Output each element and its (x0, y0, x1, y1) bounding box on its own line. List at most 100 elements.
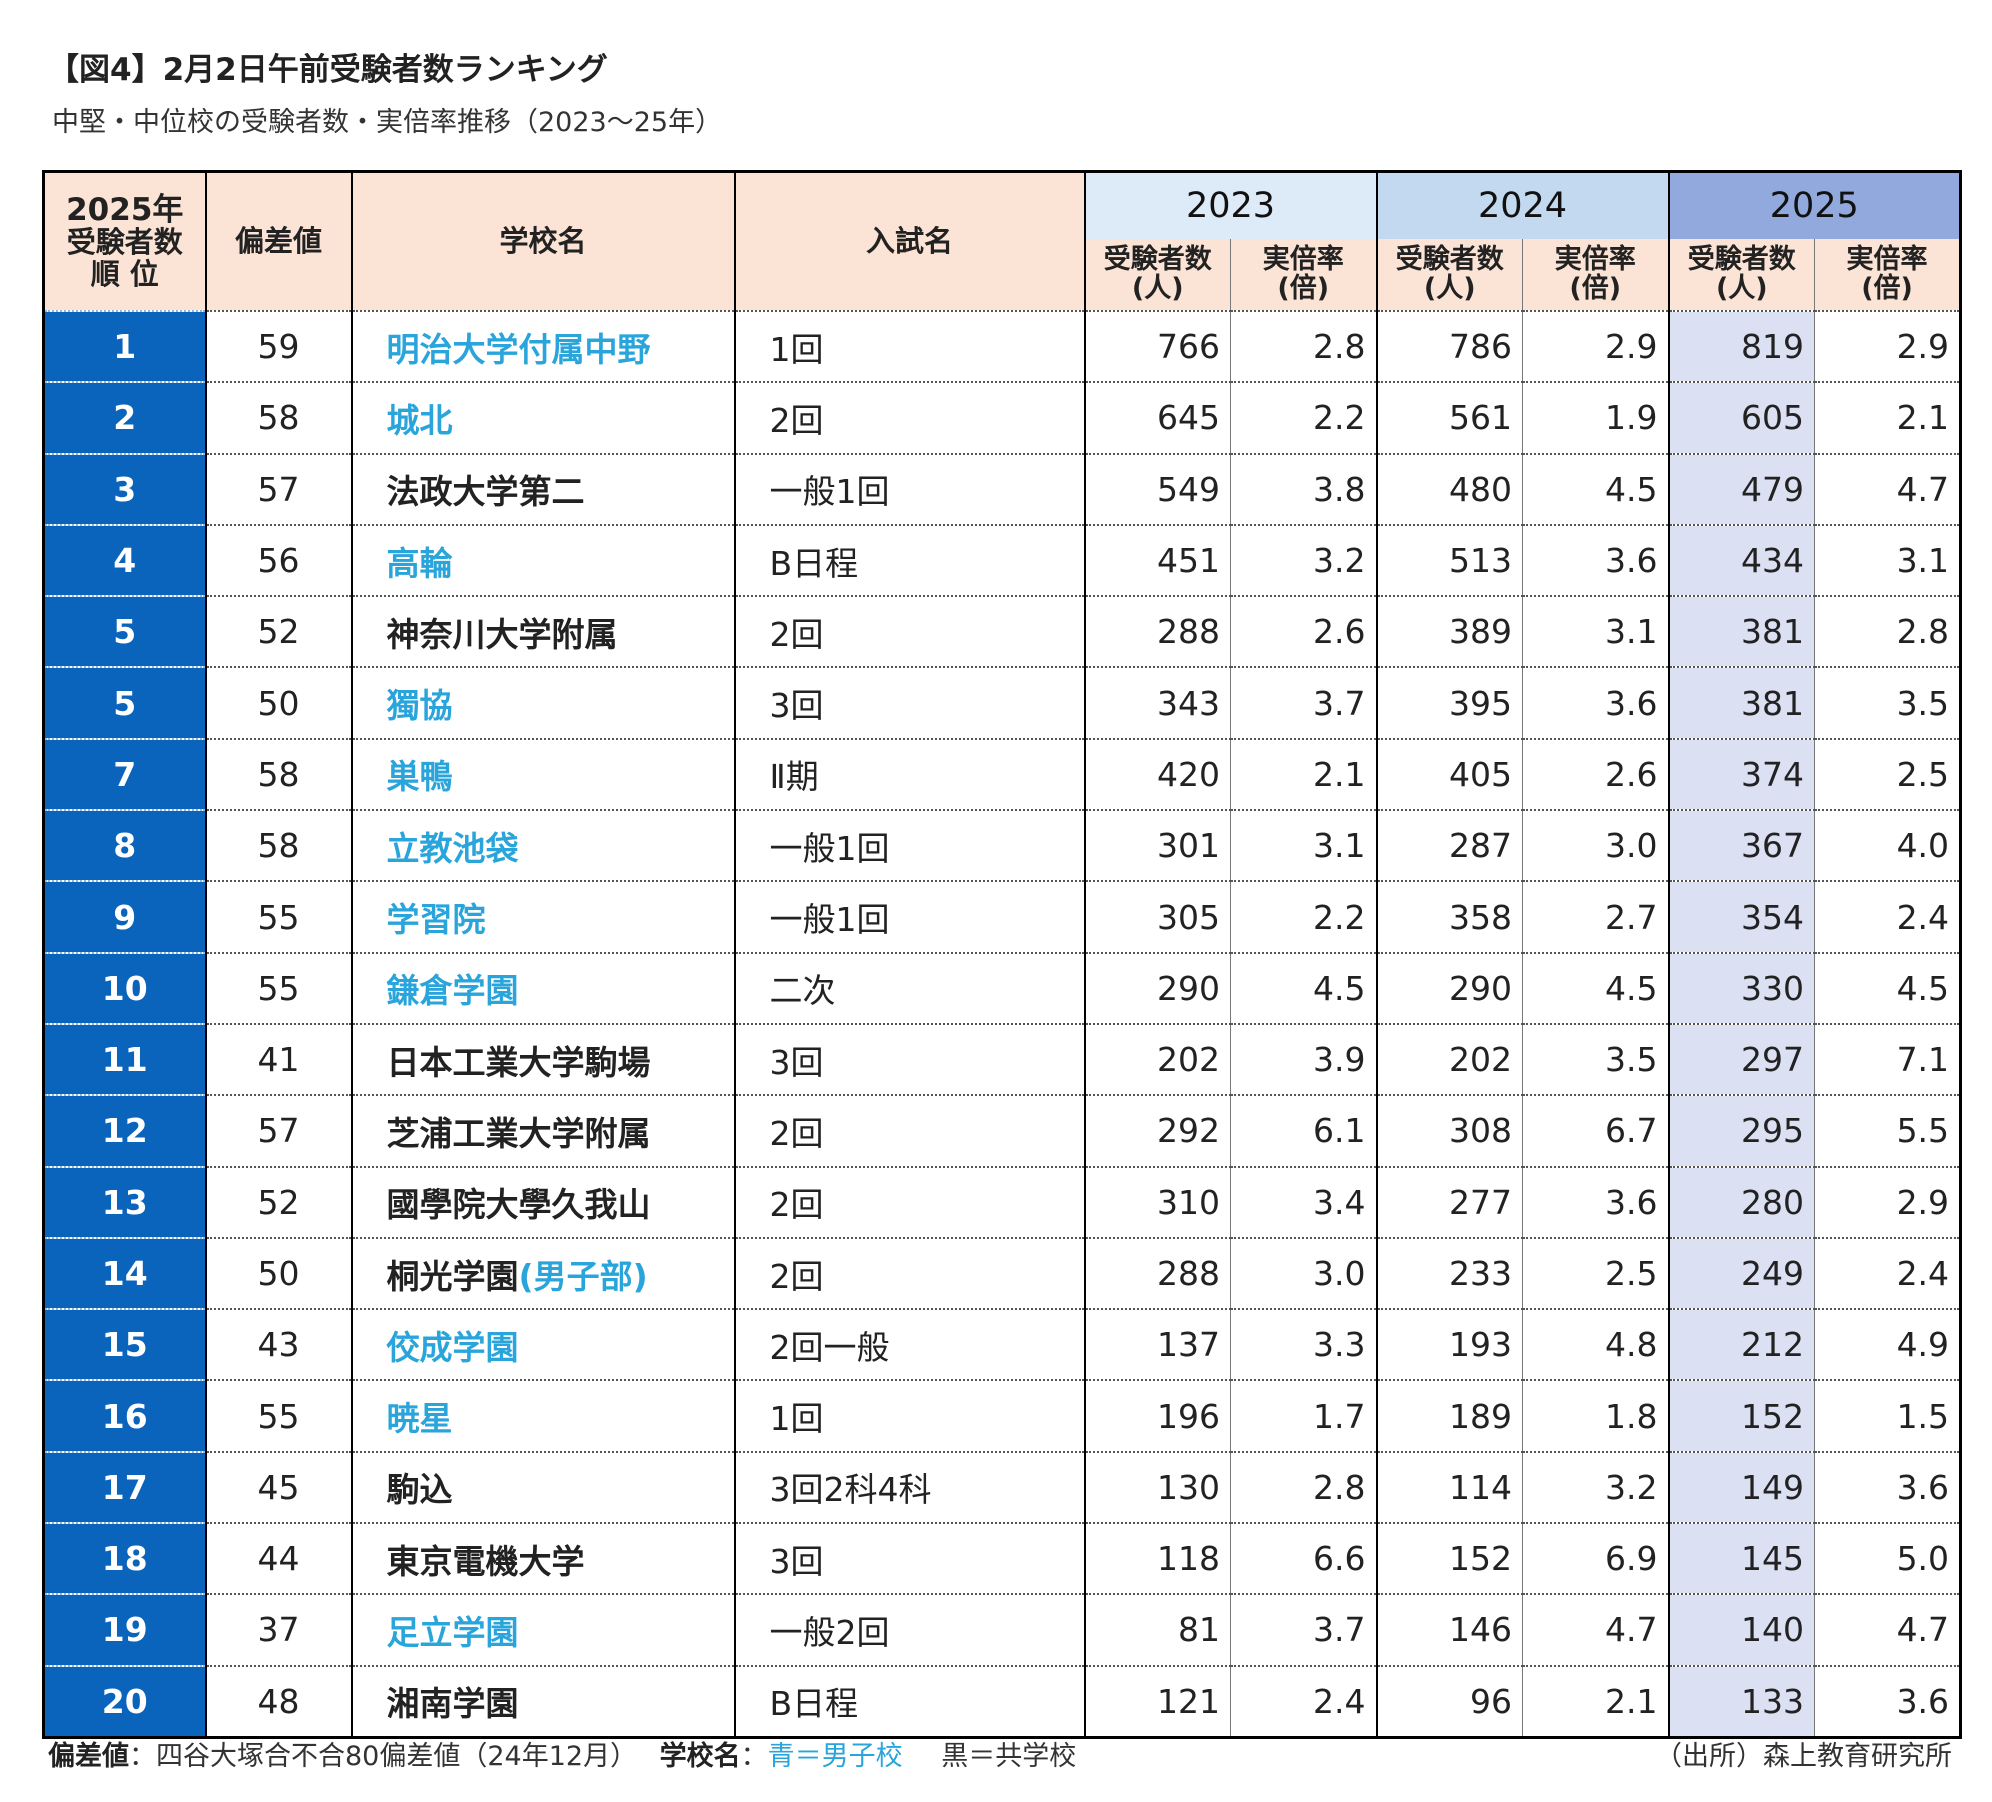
count-2025-cell: 381 (1667, 595, 1815, 668)
table-row: 3 57 法政大学第二 一般1回 549 3.8 480 4.5 479 4.7 (43, 452, 1961, 525)
header-deviation: 偏差値 (204, 171, 353, 311)
count-2025-cell: 280 (1667, 1165, 1815, 1238)
header-count-2025: 受験者数 (人) (1667, 239, 1815, 311)
footer-coed-legend: 黒＝共学校 (941, 1741, 1077, 1772)
rate-2025-cell: 4.7 (1814, 1593, 1961, 1666)
school-name-cell: 巣鴨 (351, 737, 736, 811)
school-name: 國學院大學久我山 (386, 1185, 651, 1225)
school-name: 獨協 (386, 686, 453, 726)
school-name-cell: 明治大学付属中野 (351, 309, 736, 383)
table-row: 11 41 日本工業大学駒場 3回 202 3.9 202 3.5 297 7.1 (43, 1022, 1961, 1096)
count-2023-cell: 301 (1083, 809, 1231, 882)
rate-2023-cell: 6.1 (1229, 1094, 1377, 1167)
rate-2024-cell: 3.6 (1522, 1165, 1669, 1238)
count-2025-cell: 295 (1667, 1094, 1815, 1167)
rank-cell: 5 (43, 595, 207, 668)
exam-name-cell: 2回 (734, 1236, 1086, 1310)
count-2025-cell: 605 (1667, 381, 1815, 454)
rate-2024-cell: 2.6 (1522, 737, 1669, 811)
count-2025-cell: 434 (1667, 523, 1815, 597)
rank-cell: 1 (43, 309, 207, 383)
table-row: 5 52 神奈川大学附属 2回 288 2.6 389 3.1 381 2.8 (43, 595, 1961, 668)
rate-2025-cell: 2.9 (1814, 309, 1961, 383)
count-2023-cell: 305 (1083, 880, 1231, 953)
header-count-label: 受験者数 (1687, 244, 1796, 276)
count-2023-cell: 288 (1083, 1236, 1231, 1310)
count-2024-cell: 786 (1375, 309, 1523, 383)
school-name-cell: 湘南学園 (351, 1664, 736, 1738)
rate-2025-cell: 2.5 (1814, 737, 1961, 811)
count-2025-cell: 367 (1667, 809, 1815, 882)
rate-2025-cell: 4.0 (1814, 809, 1961, 882)
school-name: 足立学園 (386, 1612, 519, 1652)
deviation-cell: 55 (205, 880, 353, 953)
school-name-cell: 城北 (351, 381, 736, 454)
rate-2023-cell: 6.6 (1229, 1522, 1377, 1595)
ranking-table: 2025年 受験者数 順 位 偏差値 学校名 入試名 2023 2024 202… (42, 170, 1963, 1739)
rate-2023-cell: 2.8 (1229, 309, 1377, 383)
exam-name-cell: 2回一般 (734, 1308, 1086, 1381)
rate-2023-cell: 3.7 (1229, 1593, 1377, 1666)
rate-2023-cell: 2.1 (1229, 737, 1377, 811)
count-2024-cell: 202 (1375, 1022, 1523, 1096)
school-name: 日本工業大学駒場 (386, 1042, 651, 1082)
header-rate-2025: 実倍率 (倍) (1814, 239, 1961, 311)
school-name-cell: 法政大学第二 (351, 452, 736, 525)
header-rate-label: 実倍率 (1262, 244, 1344, 276)
count-2024-cell: 114 (1375, 1450, 1523, 1524)
school-name: 高輪 (386, 543, 453, 583)
table-row: 17 45 駒込 3回2科4科 130 2.8 114 3.2 149 3.6 (43, 1450, 1961, 1524)
footer-boys-legend: 青＝男子校 (767, 1741, 903, 1772)
footer-deviation-text: ：四谷大塚合不合80偏差値（24年12月） (129, 1741, 638, 1772)
rate-2025-cell: 3.5 (1814, 666, 1961, 739)
count-2024-cell: 146 (1375, 1593, 1523, 1666)
deviation-cell: 43 (205, 1308, 353, 1381)
count-2025-cell: 140 (1667, 1593, 1815, 1666)
rate-2025-cell: 3.6 (1814, 1450, 1961, 1524)
count-2023-cell: 290 (1083, 951, 1231, 1024)
rate-2025-cell: 4.7 (1814, 452, 1961, 525)
count-2025-cell: 149 (1667, 1450, 1815, 1524)
table-row: 15 43 佼成学園 2回一般 137 3.3 193 4.8 212 4.9 (43, 1308, 1961, 1381)
rank-cell: 12 (43, 1094, 207, 1167)
school-name: 明治大学付属中野 (386, 329, 651, 369)
footer-school-colon: ： (740, 1741, 768, 1772)
rate-2024-cell: 2.9 (1522, 309, 1669, 383)
deviation-cell: 56 (205, 523, 353, 597)
rank-cell: 16 (43, 1379, 207, 1452)
deviation-cell: 41 (205, 1022, 353, 1096)
school-name-cell: 獨協 (351, 666, 736, 739)
school-name-cell: 佼成学園 (351, 1308, 736, 1381)
rate-2023-cell: 3.9 (1229, 1022, 1377, 1096)
school-name: 桐光学園 (386, 1256, 519, 1296)
table-row: 18 44 東京電機大学 3回 118 6.6 152 6.9 145 5.0 (43, 1522, 1961, 1595)
header-rate-2023: 実倍率 (倍) (1229, 239, 1377, 311)
rate-2025-cell: 4.9 (1814, 1308, 1961, 1381)
rank-cell: 10 (43, 951, 207, 1024)
count-2023-cell: 766 (1083, 309, 1231, 383)
rate-2025-cell: 1.5 (1814, 1379, 1961, 1452)
count-2023-cell: 420 (1083, 737, 1231, 811)
figure-title: 【図4】2月2日午前受験者数ランキング (48, 52, 608, 88)
count-2025-cell: 330 (1667, 951, 1815, 1024)
school-name: 佼成学園 (386, 1327, 519, 1367)
count-2023-cell: 121 (1083, 1664, 1231, 1738)
rank-cell: 18 (43, 1522, 207, 1595)
count-2023-cell: 130 (1083, 1450, 1231, 1524)
header-count-unit: (人) (1423, 272, 1476, 304)
count-2025-cell: 354 (1667, 880, 1815, 953)
rate-2025-cell: 2.4 (1814, 880, 1961, 953)
rate-2024-cell: 3.0 (1522, 809, 1669, 882)
rate-2025-cell: 2.9 (1814, 1165, 1961, 1238)
table-row: 16 55 暁星 1回 196 1.7 189 1.8 152 1.5 (43, 1379, 1961, 1452)
footer-deviation-label: 偏差値 (48, 1741, 129, 1772)
school-name-cell: 学習院 (351, 880, 736, 953)
deviation-cell: 50 (205, 666, 353, 739)
count-2025-cell: 479 (1667, 452, 1815, 525)
count-2023-cell: 292 (1083, 1094, 1231, 1167)
exam-name-cell: 2回 (734, 595, 1086, 668)
rate-2025-cell: 2.4 (1814, 1236, 1961, 1310)
header-school: 学校名 (350, 171, 736, 311)
school-name-cell: 芝浦工業大学附属 (351, 1094, 736, 1167)
rate-2025-cell: 7.1 (1814, 1022, 1961, 1096)
